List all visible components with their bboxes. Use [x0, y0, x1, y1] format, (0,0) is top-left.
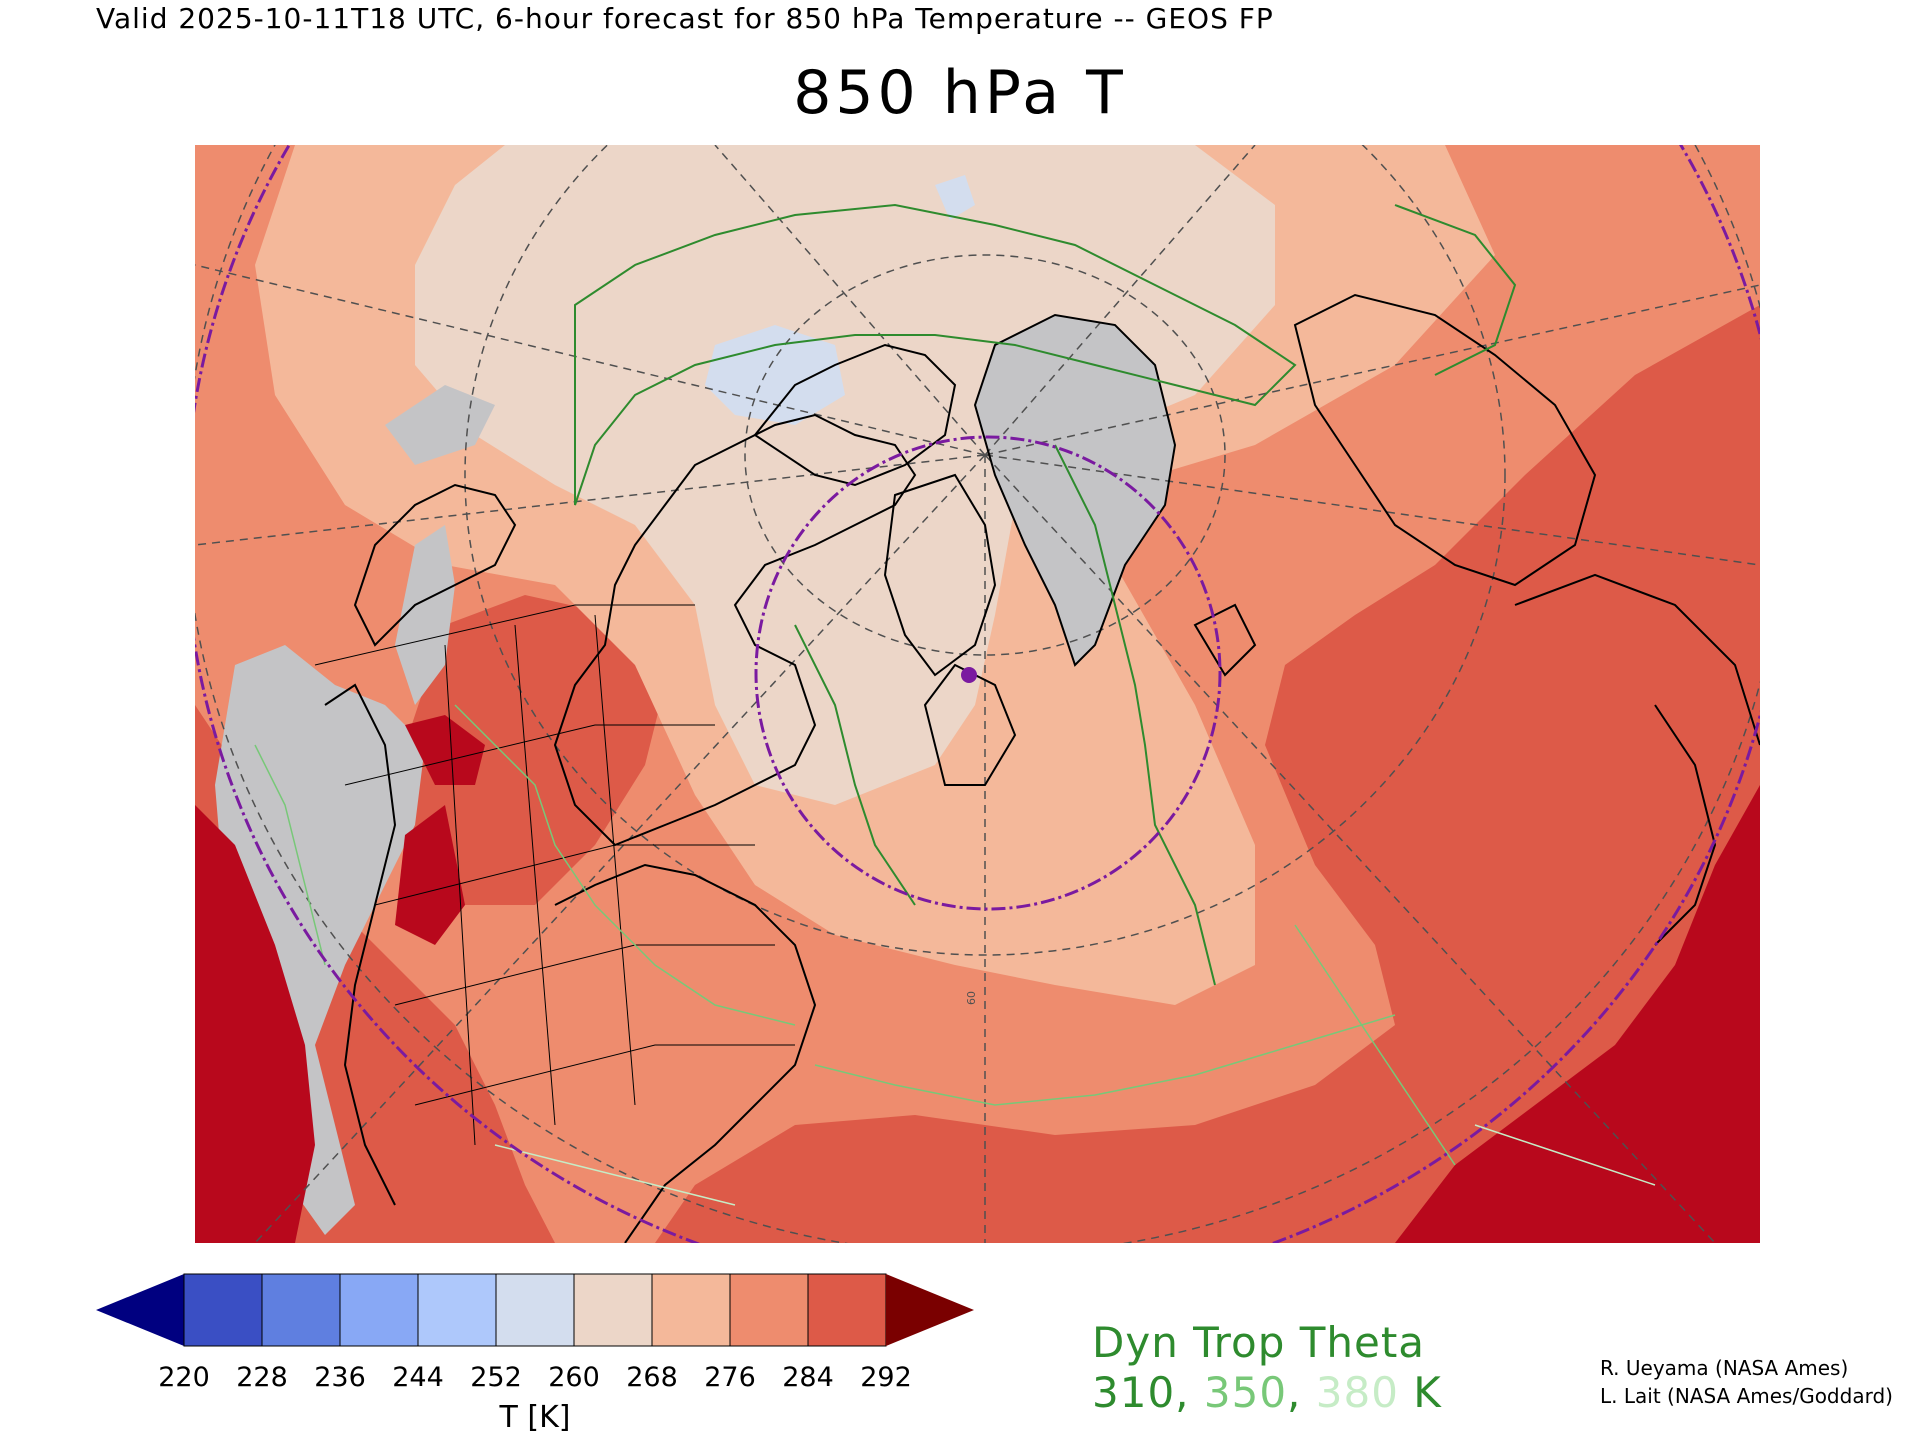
warm-region-east: [655, 305, 1760, 1243]
colorbar-extend-high: [886, 1274, 974, 1346]
colorbar-swatch: [183, 1273, 263, 1347]
colorbar-tick-label: 260: [548, 1362, 600, 1393]
colorbar-tick-label: 244: [392, 1362, 444, 1393]
colorbar-tick-label: 292: [860, 1362, 912, 1393]
colorbar-swatch: [729, 1273, 809, 1347]
theta-310-contours: [574, 203, 1517, 986]
colorbar-tick-label: 276: [704, 1362, 756, 1393]
coastlines: [324, 293, 1760, 1243]
colorbar-extend-low: [96, 1274, 184, 1346]
colorbar-swatch: [573, 1273, 653, 1347]
hot-region-southeast: [1395, 785, 1760, 1243]
theta-380-contours: [494, 1124, 1656, 1206]
hot-region-southwest: [195, 805, 315, 1243]
colorbar-tick-label: 284: [782, 1362, 834, 1393]
greenland-mask: [975, 315, 1175, 665]
colorbar-swatch: [417, 1273, 497, 1347]
alaska-mask: [385, 385, 495, 465]
colorbar-units: T [K]: [499, 1400, 571, 1435]
colorbar-swatch: [495, 1273, 575, 1347]
rockies-north-mask: [395, 525, 455, 705]
legend-value: ,: [1287, 1368, 1316, 1417]
legend-value: K: [1398, 1368, 1442, 1417]
hot-region-north: [405, 715, 485, 785]
legend-title: Dyn Trop Theta: [1092, 1318, 1426, 1367]
colorbar-swatch: [261, 1273, 341, 1347]
credit-line-2: L. Lait (NASA Ames/Goddard): [1600, 1384, 1893, 1408]
colorbar-tick-label: 252: [470, 1362, 522, 1393]
legend-value: 380: [1315, 1368, 1399, 1417]
cold-patch-canadian-arctic: [705, 325, 845, 425]
cold-patch-north: [935, 175, 975, 220]
cold-region-arctic: [415, 145, 1275, 805]
theta-350-contours: [254, 704, 1456, 1166]
gridline-label: 60: [965, 991, 978, 1005]
legend-values: 310, 350, 380 K: [1092, 1368, 1442, 1417]
colorbar-tick-label: 220: [158, 1362, 210, 1393]
legend-value: 350: [1203, 1368, 1288, 1417]
purple-rings: [195, 145, 1760, 1243]
colorbar-tick-label: 228: [236, 1362, 288, 1393]
map-title: 850 hPa T: [793, 58, 1127, 128]
credit-line-1: R. Ueyama (NASA Ames): [1600, 1356, 1849, 1380]
colorbar-swatch: [807, 1273, 887, 1347]
colorbar-tick-label: 268: [626, 1362, 678, 1393]
colorbar-swatch: [651, 1273, 731, 1347]
legend-value: ,: [1175, 1368, 1204, 1417]
colorbar: [96, 1273, 974, 1347]
hot-region-plains: [395, 805, 465, 945]
marker-dot: [961, 667, 977, 683]
colorbar-tick-label: 236: [314, 1362, 366, 1393]
valid-time-header: Valid 2025-10-11T18 UTC, 6-hour forecast…: [96, 2, 1274, 35]
colorbar-swatch: [339, 1273, 419, 1347]
state-borders: [314, 604, 795, 1146]
legend-value: 310: [1092, 1368, 1176, 1417]
temperature-map: 60: [195, 145, 1760, 1243]
